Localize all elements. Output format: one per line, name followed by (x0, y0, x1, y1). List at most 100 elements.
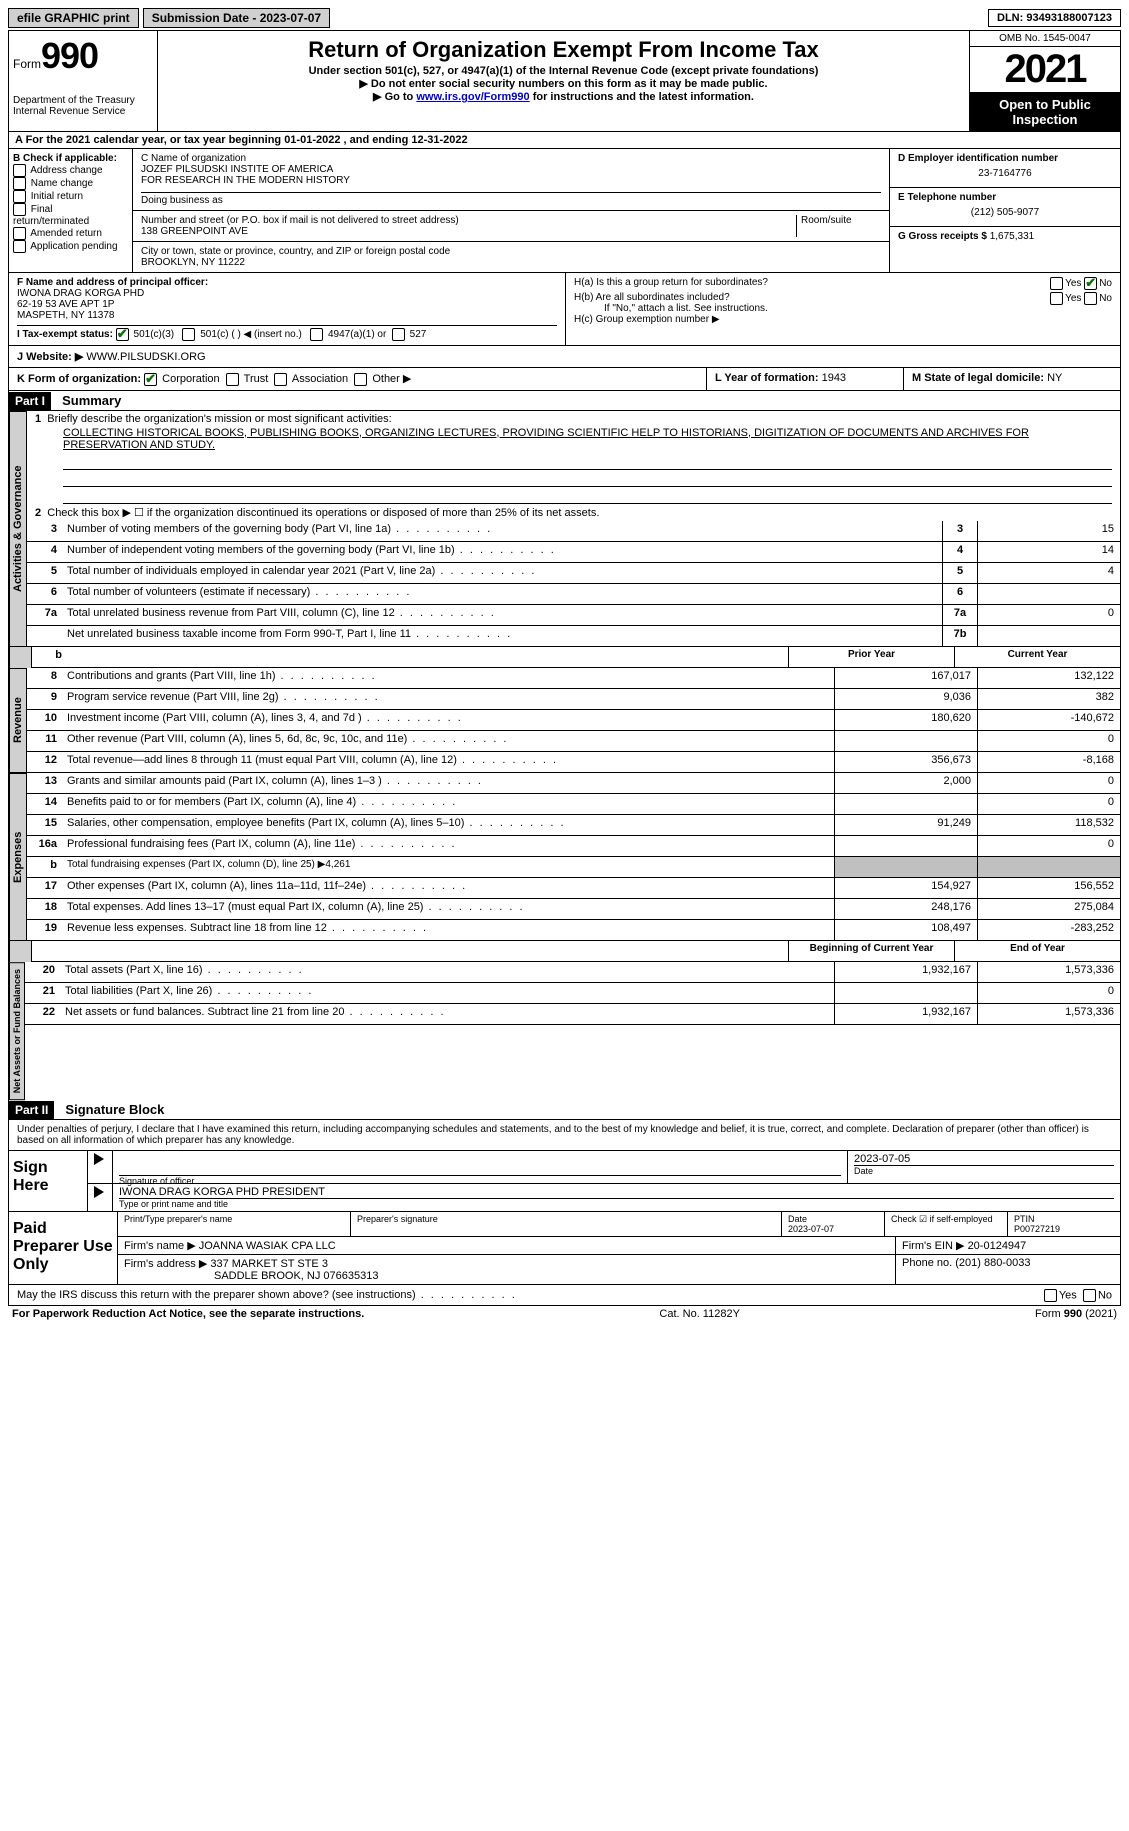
discuss-row: May the IRS discuss this return with the… (9, 1285, 1120, 1305)
line-num: 5 (27, 563, 63, 583)
dept-treasury: Department of the Treasury (13, 95, 153, 106)
summary-line: 15 Salaries, other compensation, employe… (27, 815, 1120, 836)
net-desc (32, 941, 788, 961)
line-box: 3 (942, 521, 977, 541)
line-desc: Total number of volunteers (estimate if … (63, 584, 942, 604)
cb-501c[interactable] (182, 328, 195, 341)
line-prior (834, 857, 977, 877)
part1-netassets: Net Assets or Fund Balances 20 Total ass… (9, 962, 1120, 1100)
part2-header: Part II (9, 1101, 54, 1119)
line-prior: 9,036 (834, 689, 977, 709)
cb-trust[interactable] (226, 373, 239, 386)
line-prior: 167,017 (834, 668, 977, 688)
k-label: K Form of organization: (17, 373, 141, 385)
line-current: 1,573,336 (977, 1004, 1120, 1024)
cb-4947[interactable] (310, 328, 323, 341)
line-current: 118,532 (977, 815, 1120, 835)
form-title: Return of Organization Exempt From Incom… (166, 37, 961, 63)
line-desc: Number of independent voting members of … (63, 542, 942, 562)
cb-pending[interactable] (13, 240, 26, 253)
org-name-2: FOR RESEARCH IN THE MODERN HISTORY (141, 175, 881, 186)
line-current: 0 (977, 731, 1120, 751)
irs-link[interactable]: www.irs.gov/Form990 (416, 91, 529, 103)
line-prior: 91,249 (834, 815, 977, 835)
line-box: 4 (942, 542, 977, 562)
line-box: 6 (942, 584, 977, 604)
sub3-pre: ▶ Go to (373, 91, 416, 103)
cb-other[interactable] (354, 373, 367, 386)
ha-no: No (1099, 278, 1112, 289)
city-value: BROOKLYN, NY 11222 (141, 257, 881, 268)
summary-line: 4 Number of independent voting members o… (27, 542, 1120, 563)
cb-discuss-yes[interactable] (1044, 1289, 1057, 1302)
cb-name-change[interactable] (13, 177, 26, 190)
line-prior: 154,927 (834, 878, 977, 898)
prep-name-label: Print/Type preparer's name (118, 1212, 351, 1236)
line-current: 382 (977, 689, 1120, 709)
summary-line: 11 Other revenue (Part VIII, column (A),… (27, 731, 1120, 752)
omb-number: OMB No. 1545-0047 (970, 31, 1120, 47)
cb-527[interactable] (392, 328, 405, 341)
footer-left: For Paperwork Reduction Act Notice, see … (12, 1308, 364, 1320)
cb-amended[interactable] (13, 227, 26, 240)
line-val (977, 584, 1120, 604)
part1-b-row: b Prior Year Current Year (9, 647, 1120, 668)
efile-button[interactable]: efile GRAPHIC print (8, 8, 139, 28)
col-c: C Name of organization JOZEF PILSUDSKI I… (133, 149, 889, 272)
cb-final[interactable] (13, 203, 26, 216)
line-prior: 1,932,167 (834, 1004, 977, 1024)
year-formation: 1943 (822, 372, 846, 384)
line-val: 0 (977, 605, 1120, 625)
cb-hb-no[interactable] (1084, 292, 1097, 305)
ptin-value: P00727219 (1014, 1224, 1060, 1234)
tax-year: 2021 (970, 47, 1120, 93)
line-num: 20 (25, 962, 61, 982)
officer-name: IWONA DRAG KORGA PHD (17, 288, 557, 299)
hb-yes: Yes (1065, 293, 1081, 304)
summary-line: 8 Contributions and grants (Part VIII, l… (27, 668, 1120, 689)
line-desc: Revenue less expenses. Subtract line 18 … (63, 920, 834, 940)
line-box: 5 (942, 563, 977, 583)
line-prior: 108,497 (834, 920, 977, 940)
part1-net-head: Beginning of Current Year End of Year (9, 941, 1120, 962)
line-desc: Number of voting members of the governin… (63, 521, 942, 541)
tab-spacer2 (9, 941, 32, 962)
officer-addr2: MASPETH, NY 11378 (17, 310, 557, 321)
cb-hb-yes[interactable] (1050, 292, 1063, 305)
row-j: J Website: ▶ WWW.PILSUDSKI.ORG (9, 346, 1120, 368)
line-val: 14 (977, 542, 1120, 562)
section-bcdeg: B Check if applicable: Address change Na… (9, 149, 1120, 273)
form-number: 990 (41, 35, 98, 76)
line-desc: Total assets (Part X, line 16) (61, 962, 834, 982)
ptin-label: PTIN (1014, 1214, 1035, 1224)
k-opt0: Corporation (162, 373, 219, 385)
cb-ha-yes[interactable] (1050, 277, 1063, 290)
footer: For Paperwork Reduction Act Notice, see … (8, 1306, 1121, 1322)
cb-501c3[interactable] (116, 328, 129, 341)
sign-here-label: Sign Here (9, 1151, 87, 1211)
prep-phone: (201) 880-0033 (955, 1257, 1030, 1269)
footer-mid: Cat. No. 11282Y (659, 1308, 740, 1320)
line1-label: Briefly describe the organization's miss… (47, 413, 391, 425)
summary-line: 10 Investment income (Part VIII, column … (27, 710, 1120, 731)
cb-initial[interactable] (13, 190, 26, 203)
cb-address-change[interactable] (13, 164, 26, 177)
line-current: 1,573,336 (977, 962, 1120, 982)
line-num: 17 (27, 878, 63, 898)
g-label: G Gross receipts $ (898, 231, 987, 242)
line-val: 15 (977, 521, 1120, 541)
summary-line: 18 Total expenses. Add lines 13–17 (must… (27, 899, 1120, 920)
subtitle-1: Under section 501(c), 527, or 4947(a)(1)… (166, 65, 961, 77)
arrow-icon (94, 1153, 104, 1165)
discuss-yes: Yes (1059, 1289, 1077, 1301)
cb-ha-no[interactable] (1084, 277, 1097, 290)
i-label: I Tax-exempt status: (17, 329, 113, 340)
summary-line: 12 Total revenue—add lines 8 through 11 … (27, 752, 1120, 773)
cb-assoc[interactable] (274, 373, 287, 386)
cb-corp[interactable] (144, 373, 157, 386)
d-label: D Employer identification number (898, 153, 1112, 164)
cb-discuss-no[interactable] (1083, 1289, 1096, 1302)
line-prior (834, 794, 977, 814)
part2-header-row: Part II Signature Block (9, 1100, 1120, 1120)
line-prior: 2,000 (834, 773, 977, 793)
